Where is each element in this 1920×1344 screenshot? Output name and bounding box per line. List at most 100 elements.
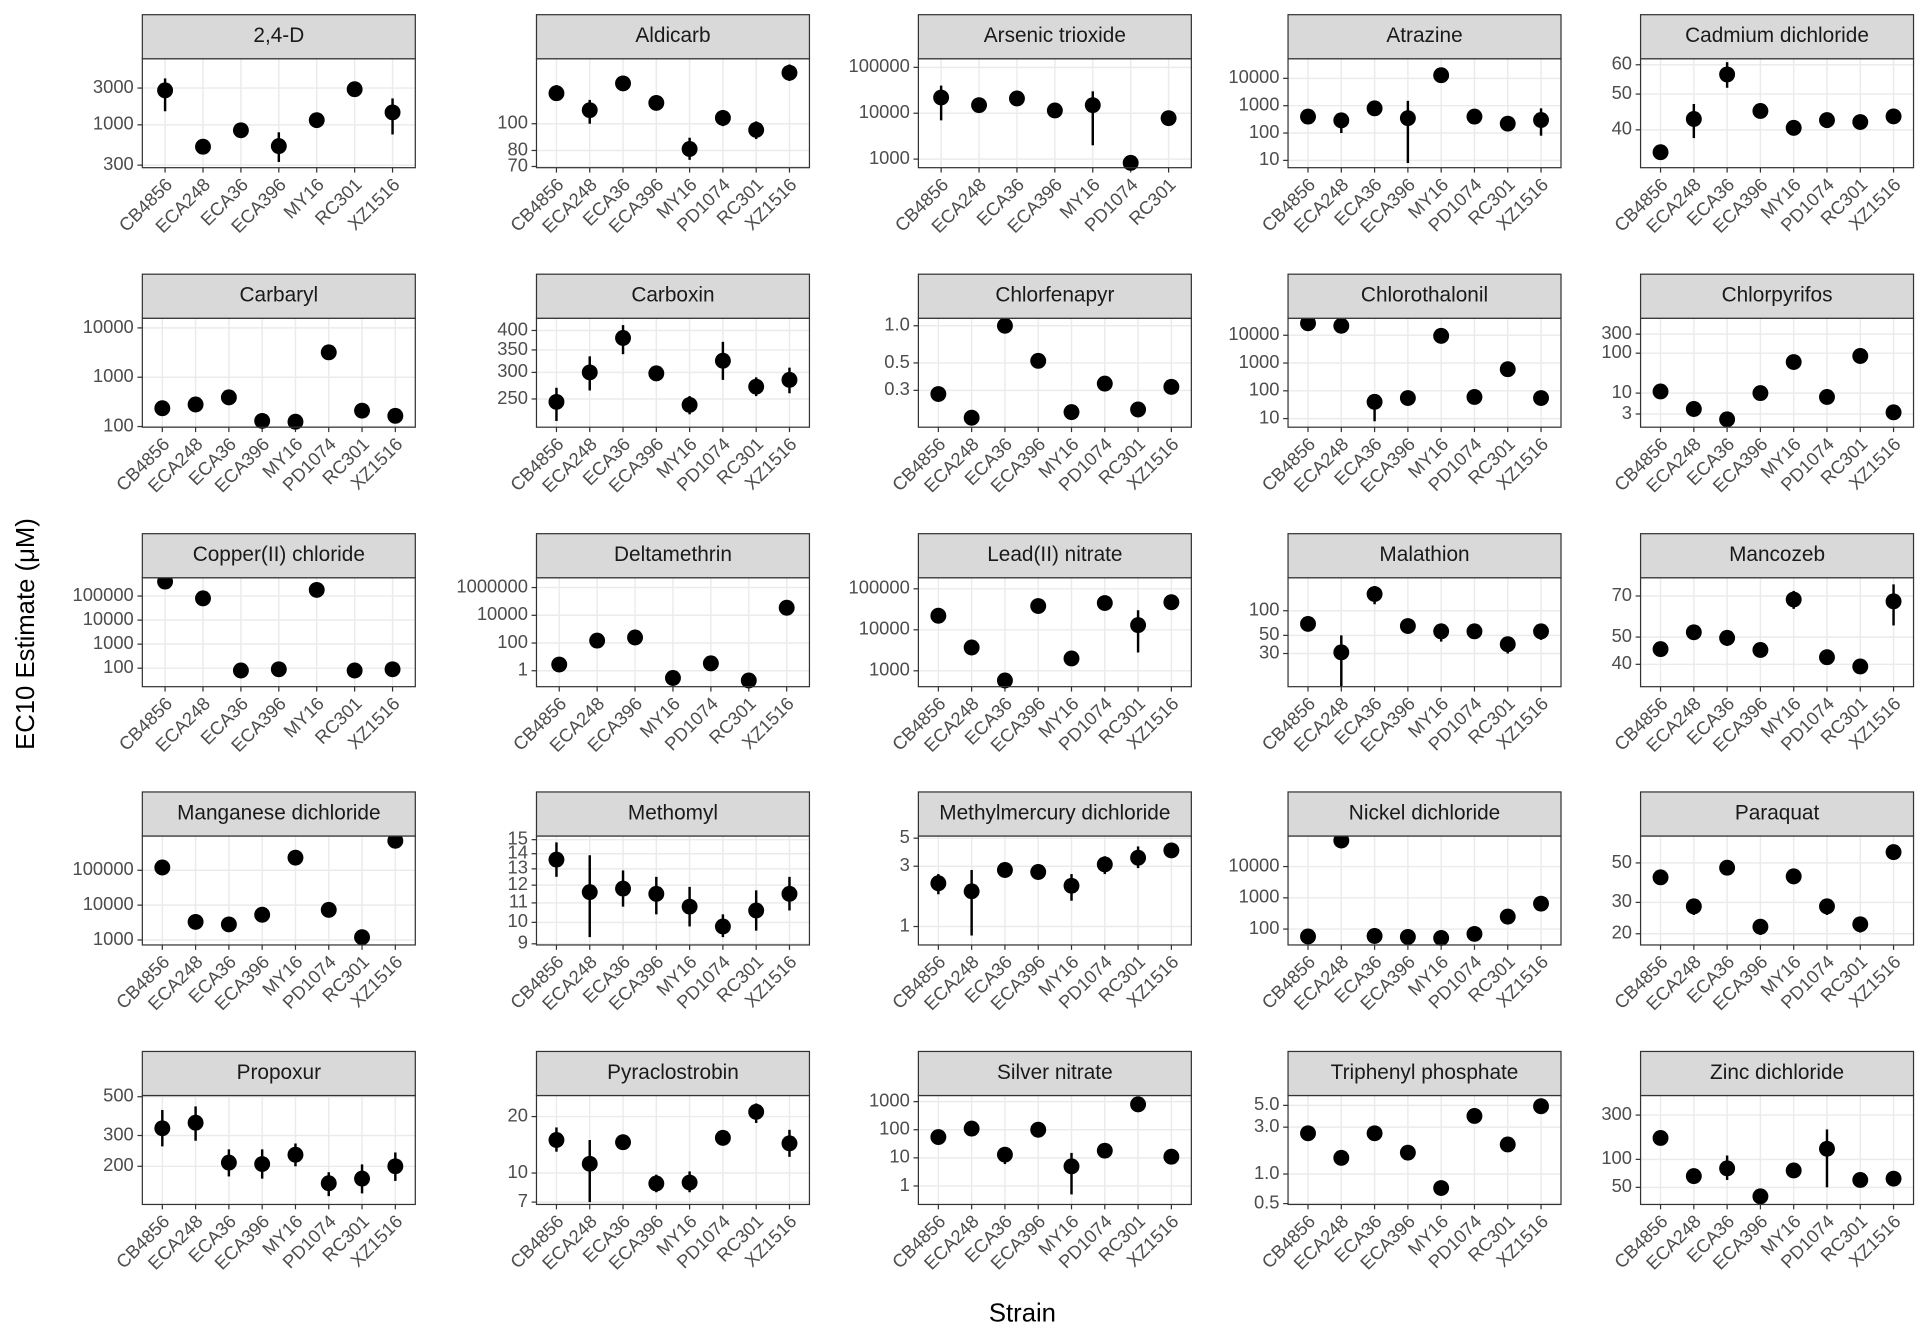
panel: 100010000100000CB4856ECA248ECA36ECA396MY…: [73, 791, 416, 1014]
y-tick-label: 10000: [83, 608, 134, 629]
strip: [1639, 273, 1915, 319]
point: [1122, 154, 1139, 171]
y-tick-label: 12: [507, 873, 527, 894]
point: [1852, 114, 1869, 130]
point: [1366, 100, 1383, 117]
y-tick-label: 1000: [1239, 351, 1280, 372]
y-tick-label: 100000: [73, 858, 134, 879]
point: [1819, 112, 1835, 129]
y-tick-label: 5.0: [1254, 1093, 1280, 1114]
panel: 50100300CB4856ECA248ECA36ECA396MY16PD107…: [1601, 1050, 1915, 1274]
point: [1046, 102, 1063, 119]
point: [627, 629, 644, 646]
point: [1466, 108, 1483, 125]
y-tick-label: 1: [900, 1174, 910, 1195]
point: [1399, 928, 1416, 945]
y-tick-label: 400: [497, 318, 528, 339]
strip: [917, 273, 1192, 319]
y-tick-label: 10: [1612, 381, 1632, 402]
point: [702, 655, 719, 672]
point: [1885, 404, 1902, 421]
panel-background: [142, 836, 416, 945]
panel: 100100010000CB4856ECA248ECA36ECA396MY16P…: [83, 273, 416, 496]
point: [220, 389, 237, 406]
y-tick-label: 10: [1259, 406, 1279, 427]
point: [581, 884, 598, 901]
y-tick-label: 30: [1612, 890, 1632, 911]
point: [1785, 1162, 1802, 1179]
strip-text: Triphenyl phosphate: [1331, 1061, 1519, 1084]
point: [996, 862, 1013, 878]
point: [548, 85, 565, 102]
point: [1433, 929, 1450, 946]
point: [1030, 598, 1047, 614]
x-axis-title: Strain: [989, 1299, 1056, 1327]
point: [320, 1175, 337, 1192]
panel: 1101001000CB4856ECA248ECA36ECA396MY16PD1…: [869, 1050, 1192, 1274]
y-tick-label: 100: [1249, 917, 1280, 938]
y-tick-label: 100: [497, 112, 528, 133]
point: [354, 1170, 370, 1187]
point: [195, 590, 211, 607]
point: [154, 400, 171, 417]
y-tick-label: 100: [497, 631, 528, 652]
point: [1433, 327, 1450, 344]
y-tick-label: 10000: [83, 893, 134, 914]
strip-text: Propoxur: [237, 1061, 321, 1084]
strip-text: Malathion: [1379, 543, 1469, 566]
point: [781, 885, 798, 902]
panel: 203050CB4856ECA248ECA36ECA396MY16PD1074R…: [1610, 791, 1915, 1014]
point: [354, 929, 370, 946]
y-tick-label: 3: [1622, 402, 1632, 423]
point: [714, 1129, 731, 1146]
point: [930, 386, 947, 403]
point: [387, 407, 404, 424]
point: [308, 112, 325, 129]
y-tick-label: 100: [1249, 599, 1280, 620]
y-tick-label: 10: [1259, 148, 1279, 169]
panel: 310100300CB4856ECA248ECA36ECA396MY16PD10…: [1601, 273, 1915, 496]
point: [220, 1154, 237, 1171]
point: [615, 1134, 631, 1151]
strip-text: Mancozeb: [1729, 543, 1825, 566]
point: [1685, 1168, 1702, 1185]
point: [615, 329, 631, 346]
panel: 71020CB4856ECA248ECA36ECA396MY16PD1074RC…: [506, 1050, 811, 1274]
point: [1084, 97, 1101, 114]
point: [1130, 849, 1147, 866]
point: [1533, 390, 1549, 406]
point: [581, 364, 598, 381]
y-tick-label: 10000: [1228, 66, 1279, 87]
point: [1852, 658, 1869, 675]
point: [648, 1175, 665, 1192]
point: [1333, 317, 1350, 334]
point: [1785, 354, 1802, 370]
strip: [1287, 791, 1562, 837]
strip: [1287, 14, 1562, 60]
point: [648, 885, 665, 902]
point: [1030, 1121, 1047, 1138]
y-tick-label: 50: [1612, 851, 1632, 872]
point: [1533, 1098, 1549, 1115]
panel-background: [1640, 58, 1914, 168]
y-tick-label: 100000: [73, 584, 134, 605]
point: [589, 632, 606, 649]
y-tick-label: 5: [900, 826, 910, 847]
point: [232, 662, 249, 679]
y-tick-label: 10000: [1228, 854, 1279, 875]
point: [681, 141, 698, 157]
point: [1499, 361, 1516, 378]
strip: [1639, 14, 1915, 60]
point: [548, 1132, 565, 1148]
y-tick-label: 80: [507, 138, 527, 159]
y-tick-label: 70: [1612, 584, 1632, 605]
strip-text: Arsenic trioxide: [984, 24, 1126, 47]
point: [1752, 103, 1769, 119]
point: [387, 1158, 404, 1175]
panel-background: [918, 577, 1192, 687]
strip-text: Cadmium dichloride: [1685, 24, 1869, 47]
panel-background: [142, 318, 416, 428]
point: [1652, 869, 1669, 886]
point: [1752, 918, 1769, 935]
